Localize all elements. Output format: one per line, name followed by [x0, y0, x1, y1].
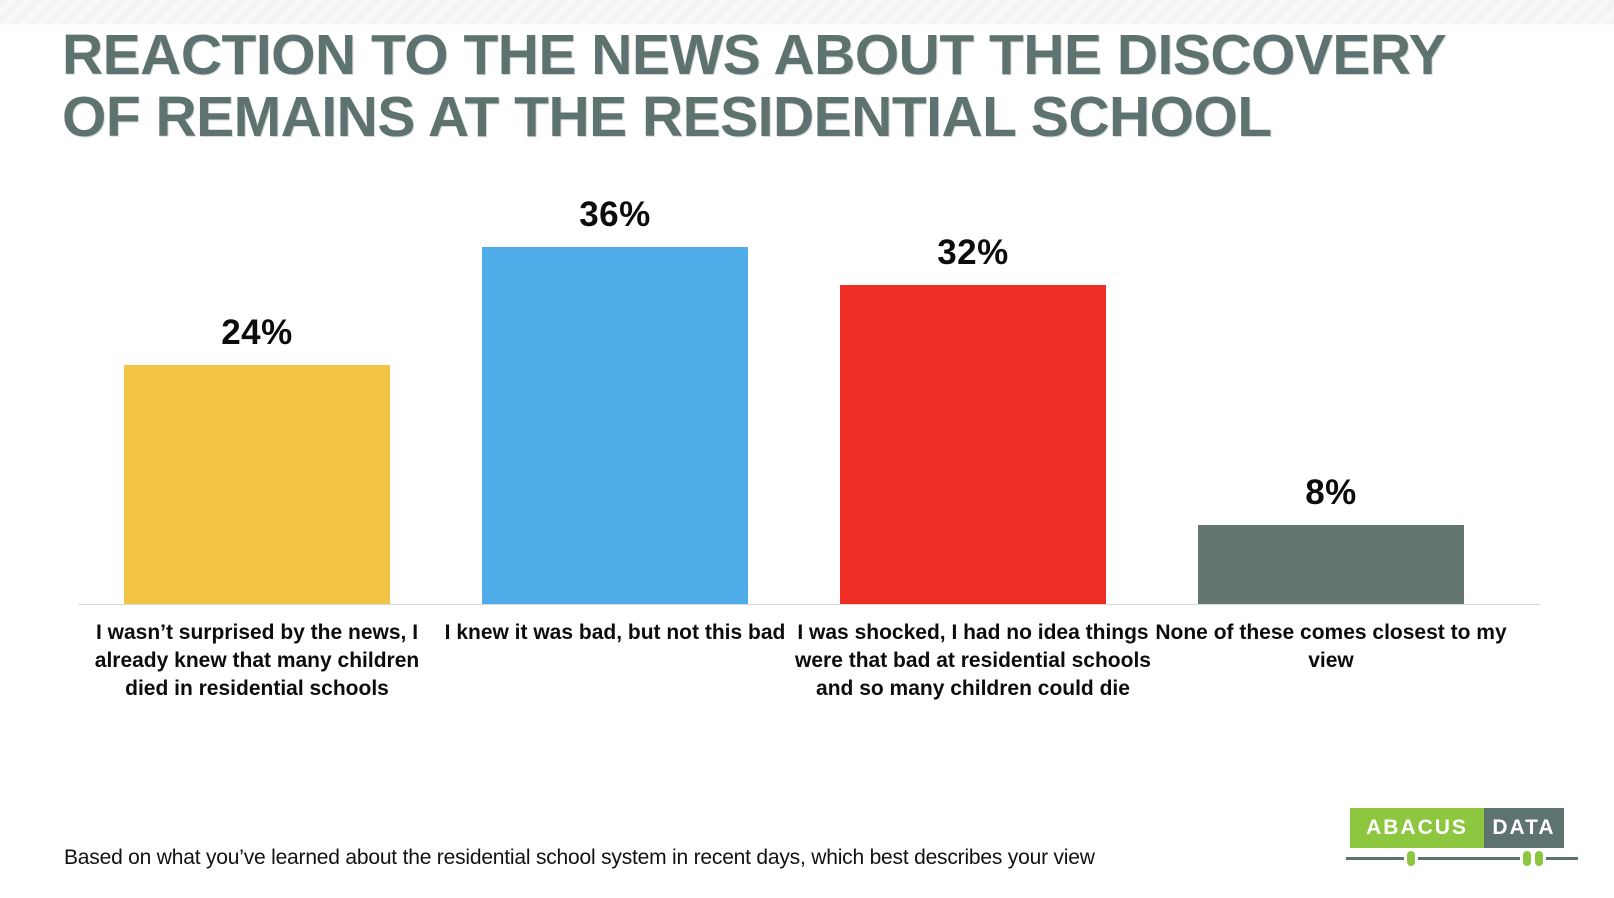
logo-abacus-rod	[1346, 857, 1578, 860]
logo-data-box: DATA	[1484, 808, 1564, 848]
chart-title-line1: REACTION TO THE NEWS ABOUT THE DISCOVERY	[62, 23, 1446, 87]
logo-bead-icon	[1523, 851, 1531, 866]
bar-chart: 24% I wasn’t surprised by the news, I al…	[78, 195, 1512, 700]
bar-category-label-2: I knew it was bad, but not this bad	[444, 621, 786, 644]
bar-group-3: 32% I was shocked, I had no idea things …	[794, 195, 1152, 700]
bar-group-4: 8% None of these comes closest to my vie…	[1152, 195, 1510, 672]
x-axis-line	[78, 604, 1540, 605]
bar-group-1: 24% I wasn’t surprised by the news, I al…	[78, 195, 436, 700]
bar-category-label-1: I wasn’t surprised by the news, I alread…	[94, 621, 420, 700]
chart-title: REACTION TO THE NEWS ABOUT THE DISCOVERY…	[62, 24, 1446, 148]
chart-title-line2: OF REMAINS AT THE RESIDENTIAL SCHOOL	[62, 85, 1272, 149]
bar-1	[124, 365, 390, 605]
logo-bead-icon	[1407, 851, 1415, 866]
bar-4	[1198, 525, 1464, 605]
logo-bead-icon	[1535, 851, 1543, 866]
top-texture-band	[0, 0, 1614, 25]
bar-2	[482, 247, 748, 605]
bar-group-2: 36% I knew it was bad, but not this bad	[436, 195, 794, 644]
bar-category-label-4: None of these comes closest to my view	[1155, 621, 1507, 672]
bar-value-label-2: 36%	[579, 195, 651, 234]
bar-value-label-1: 24%	[221, 313, 293, 352]
bar-value-label-3: 32%	[937, 233, 1009, 272]
survey-question-caption: Based on what you’ve learned about the r…	[64, 846, 1095, 869]
bar-3	[840, 285, 1106, 605]
bar-value-label-4: 8%	[1305, 473, 1357, 512]
logo-wordmark: ABACUS DATA	[1350, 808, 1564, 848]
abacus-data-logo: ABACUS DATA	[1346, 808, 1578, 868]
logo-abacus-box: ABACUS	[1350, 808, 1484, 848]
bar-category-label-3: I was shocked, I had no idea things were…	[795, 621, 1151, 700]
